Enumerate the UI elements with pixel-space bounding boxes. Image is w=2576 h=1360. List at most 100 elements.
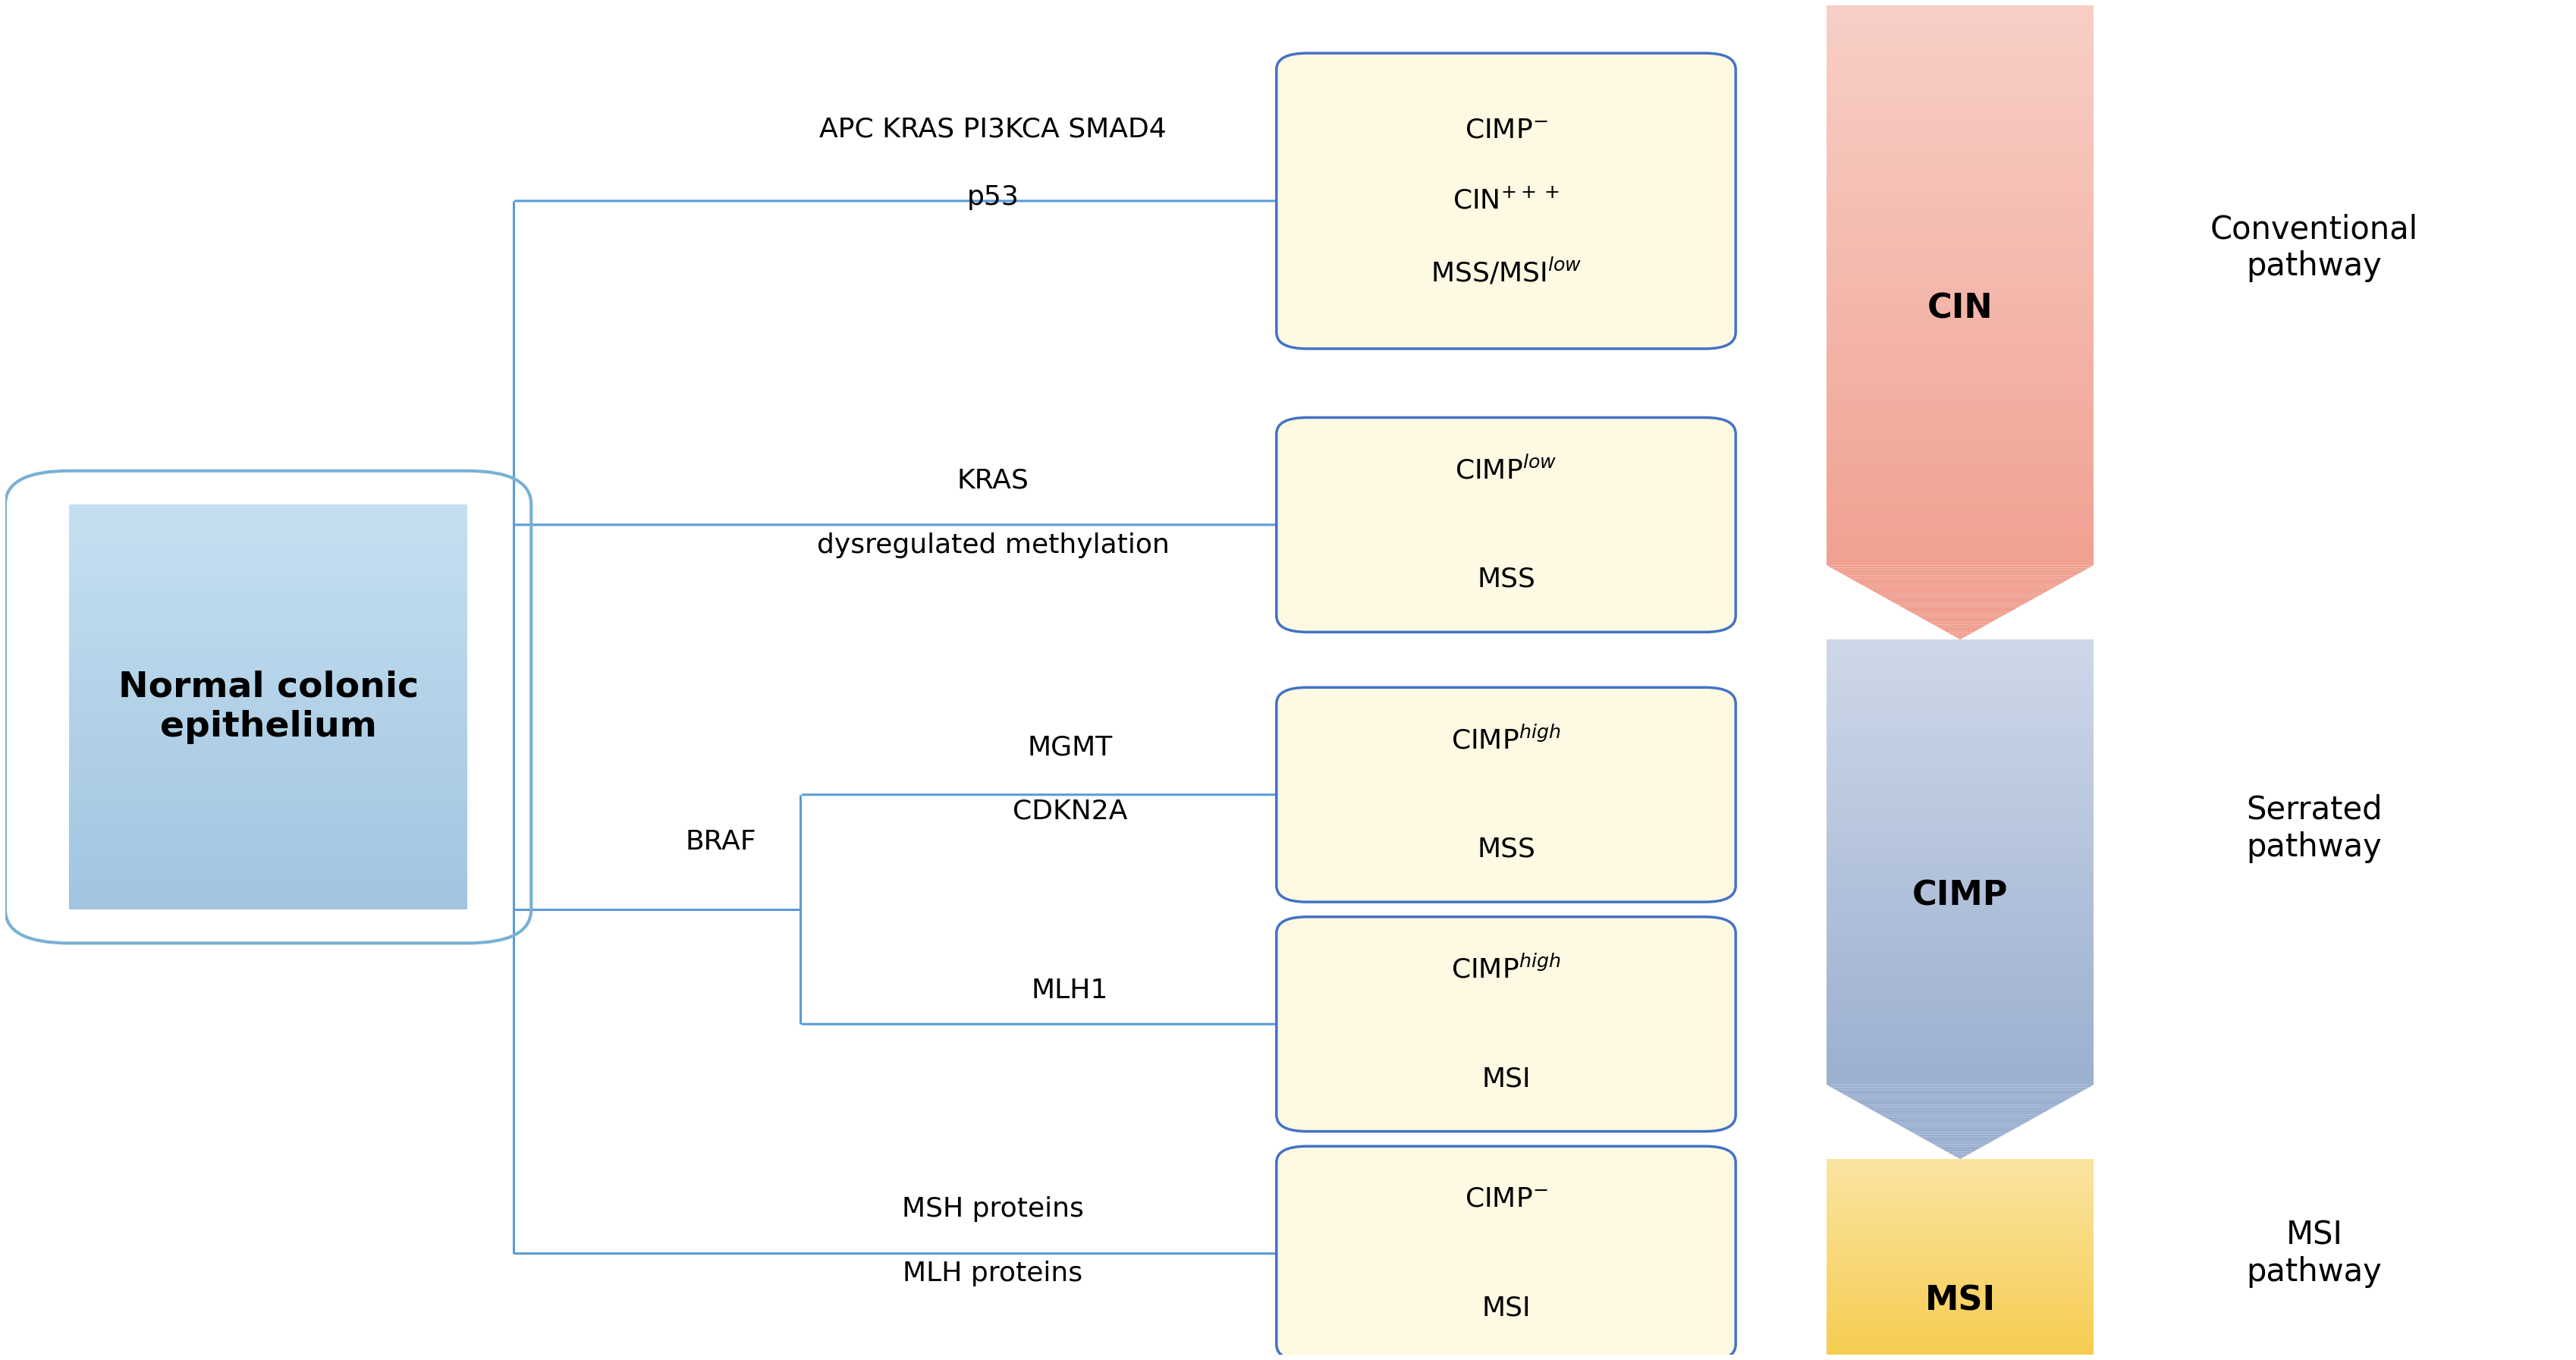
Polygon shape <box>1826 1274 2094 1277</box>
Polygon shape <box>1826 58 2094 68</box>
Polygon shape <box>1826 929 2094 937</box>
Polygon shape <box>1826 547 2094 556</box>
Polygon shape <box>1826 116 2094 125</box>
Polygon shape <box>1826 787 2094 796</box>
Polygon shape <box>1826 759 2094 766</box>
Polygon shape <box>1880 594 2040 597</box>
Polygon shape <box>1826 184 2094 193</box>
Polygon shape <box>70 539 466 545</box>
FancyBboxPatch shape <box>1278 1146 1736 1360</box>
Polygon shape <box>1826 1327 2094 1331</box>
Polygon shape <box>1826 374 2094 384</box>
Polygon shape <box>70 598 466 605</box>
Polygon shape <box>70 889 466 896</box>
Polygon shape <box>1826 30 2094 39</box>
Polygon shape <box>1826 832 2094 840</box>
Polygon shape <box>70 639 466 646</box>
Polygon shape <box>1826 639 2094 647</box>
Polygon shape <box>1832 567 2089 570</box>
Polygon shape <box>1826 431 2094 441</box>
Polygon shape <box>1826 714 2094 721</box>
Polygon shape <box>1886 597 2035 600</box>
Polygon shape <box>1826 1270 2094 1274</box>
Polygon shape <box>1826 907 2094 914</box>
Polygon shape <box>1917 1134 2004 1137</box>
Text: CIMP$^{-}$: CIMP$^{-}$ <box>1466 117 1548 143</box>
Polygon shape <box>1826 1239 2094 1243</box>
Polygon shape <box>1844 1095 2076 1098</box>
Polygon shape <box>1826 974 2094 981</box>
Polygon shape <box>1826 87 2094 97</box>
Text: APC KRAS PI3KCA SMAD4: APC KRAS PI3KCA SMAD4 <box>819 117 1167 143</box>
Polygon shape <box>1826 1258 2094 1262</box>
Text: MSI: MSI <box>1924 1284 1996 1316</box>
Polygon shape <box>1826 537 2094 547</box>
Polygon shape <box>70 660 466 666</box>
Polygon shape <box>1826 384 2094 393</box>
Polygon shape <box>1826 744 2094 751</box>
Polygon shape <box>1826 450 2094 460</box>
Polygon shape <box>1826 1296 2094 1300</box>
Polygon shape <box>70 728 466 734</box>
Polygon shape <box>1826 269 2094 279</box>
Polygon shape <box>1852 581 2066 582</box>
Polygon shape <box>1826 647 2094 654</box>
Polygon shape <box>1826 937 2094 944</box>
Polygon shape <box>1868 588 2053 590</box>
Polygon shape <box>1826 1010 2094 1019</box>
Polygon shape <box>1868 1107 2053 1110</box>
Polygon shape <box>1826 751 2094 759</box>
Polygon shape <box>1899 1125 2022 1127</box>
Polygon shape <box>1826 884 2094 892</box>
Polygon shape <box>70 835 466 842</box>
Polygon shape <box>1826 1167 2094 1171</box>
Polygon shape <box>1917 615 2004 617</box>
Polygon shape <box>70 700 466 707</box>
Polygon shape <box>70 646 466 653</box>
Polygon shape <box>1826 163 2094 173</box>
Polygon shape <box>1826 125 2094 135</box>
Polygon shape <box>70 815 466 821</box>
Polygon shape <box>1911 612 2009 615</box>
Polygon shape <box>1826 1032 2094 1040</box>
Polygon shape <box>1826 996 2094 1004</box>
Polygon shape <box>1826 1277 2094 1281</box>
Polygon shape <box>70 855 466 862</box>
Polygon shape <box>70 794 466 801</box>
Polygon shape <box>1826 877 2094 884</box>
Polygon shape <box>1826 691 2094 699</box>
Polygon shape <box>1826 1262 2094 1266</box>
Polygon shape <box>1826 1338 2094 1342</box>
Polygon shape <box>1826 403 2094 412</box>
Polygon shape <box>1826 393 2094 403</box>
Polygon shape <box>1826 1055 2094 1062</box>
Polygon shape <box>1826 1019 2094 1025</box>
Polygon shape <box>70 862 466 869</box>
Polygon shape <box>70 842 466 849</box>
Polygon shape <box>1826 250 2094 260</box>
Text: Conventional
pathway: Conventional pathway <box>2210 214 2419 283</box>
Text: MGMT: MGMT <box>1028 734 1113 760</box>
Polygon shape <box>70 707 466 714</box>
Text: MSI: MSI <box>1481 1295 1530 1321</box>
Polygon shape <box>1826 39 2094 49</box>
Polygon shape <box>1826 1209 2094 1213</box>
Polygon shape <box>1826 781 2094 787</box>
Polygon shape <box>70 559 466 566</box>
Polygon shape <box>70 787 466 794</box>
Polygon shape <box>1826 364 2094 374</box>
Polygon shape <box>70 518 466 525</box>
Polygon shape <box>1919 617 1999 620</box>
Text: MSS: MSS <box>1476 836 1535 862</box>
Polygon shape <box>1826 488 2094 498</box>
Polygon shape <box>1826 944 2094 951</box>
Polygon shape <box>1826 1300 2094 1304</box>
Polygon shape <box>1875 1112 2045 1115</box>
Polygon shape <box>1826 840 2094 847</box>
Polygon shape <box>1893 1122 2027 1125</box>
Polygon shape <box>1826 279 2094 288</box>
Polygon shape <box>1929 622 1991 624</box>
Polygon shape <box>1826 1190 2094 1194</box>
Text: MSS/MSI$^{low}$: MSS/MSI$^{low}$ <box>1430 257 1582 287</box>
Polygon shape <box>1826 1336 2094 1338</box>
